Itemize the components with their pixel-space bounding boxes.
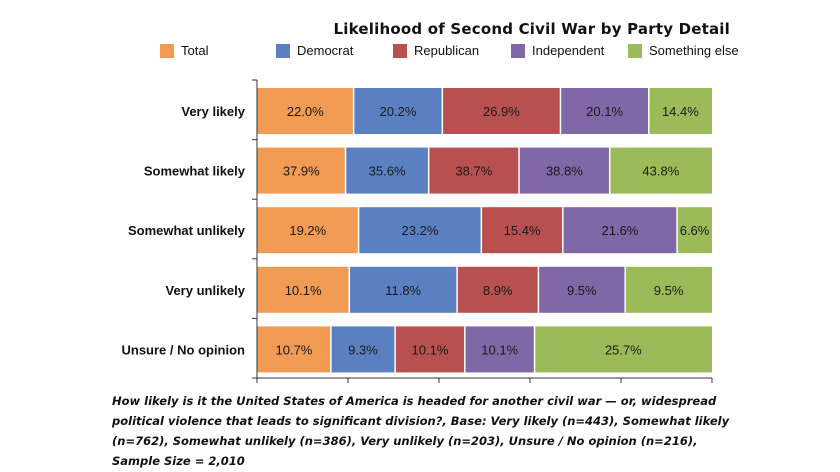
data-label-very-unlikely-something-else: 9.5% bbox=[654, 283, 684, 298]
category-label-somewhat-likely: Somewhat likely bbox=[144, 164, 246, 179]
data-label-very-unlikely-democrat: 11.8% bbox=[385, 283, 421, 298]
bar-unsure-no-opinion-democrat[interactable] bbox=[330, 326, 396, 373]
data-label-somewhat-likely-democrat: 35.6% bbox=[369, 164, 406, 179]
bar-somewhat-unlikely-independent[interactable] bbox=[562, 207, 678, 254]
legend-label-independent: Independent bbox=[532, 43, 605, 58]
data-label-unsure-no-opinion-democrat: 9.3% bbox=[348, 342, 378, 357]
data-label-very-likely-republican: 26.9% bbox=[483, 104, 520, 119]
footnote: How likely is it the United States of Am… bbox=[112, 394, 730, 468]
category-label-unsure-no-opinion: Unsure / No opinion bbox=[122, 342, 246, 357]
data-label-unsure-no-opinion-independent: 10.1% bbox=[481, 342, 518, 357]
category-label-very-unlikely: Very unlikely bbox=[166, 283, 246, 298]
data-label-very-likely-total: 22.0% bbox=[287, 104, 324, 119]
data-label-unsure-no-opinion-something-else: 25.7% bbox=[605, 342, 642, 357]
legend-label-something-else: Something else bbox=[649, 43, 739, 58]
bar-somewhat-likely-something-else[interactable] bbox=[609, 147, 712, 194]
data-label-very-unlikely-independent: 9.5% bbox=[567, 283, 597, 298]
data-label-somewhat-unlikely-democrat: 23.2% bbox=[402, 223, 439, 238]
legend-label-democrat: Democrat bbox=[297, 43, 354, 58]
bar-very-likely-total[interactable] bbox=[257, 88, 354, 134]
data-label-unsure-no-opinion-republican: 10.1% bbox=[412, 342, 449, 357]
category-label-somewhat-unlikely: Somewhat unlikely bbox=[128, 223, 246, 238]
bar-very-unlikely-democrat[interactable] bbox=[349, 266, 458, 313]
bar-somewhat-unlikely-total[interactable] bbox=[257, 207, 359, 254]
data-label-very-unlikely-total: 10.1% bbox=[285, 283, 322, 298]
legend: Total Democrat Republican Independent So… bbox=[0, 41, 840, 61]
bar-somewhat-likely-democrat[interactable] bbox=[345, 147, 429, 194]
data-label-unsure-no-opinion-total: 10.7% bbox=[276, 342, 313, 357]
legend-item-democrat[interactable]: Democrat bbox=[276, 43, 353, 58]
bar-somewhat-likely-republican[interactable] bbox=[428, 147, 520, 194]
legend-label-total: Total bbox=[181, 43, 209, 58]
bar-very-likely-independent[interactable] bbox=[560, 88, 649, 134]
legend-swatch-republican bbox=[393, 43, 407, 58]
bar-somewhat-likely-independent[interactable] bbox=[519, 147, 610, 194]
data-label-somewhat-likely-independent: 38.8% bbox=[546, 164, 583, 179]
bar-somewhat-unlikely-something-else[interactable] bbox=[677, 207, 712, 254]
bar-unsure-no-opinion-independent[interactable] bbox=[464, 326, 535, 373]
data-label-somewhat-unlikely-republican: 15.4% bbox=[504, 223, 541, 238]
legend-item-republican[interactable]: Republican bbox=[393, 43, 479, 58]
data-label-very-likely-independent: 20.1% bbox=[586, 104, 623, 119]
bar-very-unlikely-independent[interactable] bbox=[538, 266, 626, 313]
bar-very-unlikely-total[interactable] bbox=[257, 266, 350, 313]
data-label-somewhat-likely-total: 37.9% bbox=[283, 164, 320, 179]
legend-item-something-else[interactable]: Something else bbox=[628, 43, 739, 58]
bar-very-likely-democrat[interactable] bbox=[353, 88, 443, 134]
legend-item-independent[interactable]: Independent bbox=[511, 43, 604, 58]
data-label-somewhat-likely-republican: 38.7% bbox=[455, 164, 492, 179]
data-label-somewhat-unlikely-total: 19.2% bbox=[289, 223, 326, 238]
legend-swatch-independent bbox=[511, 43, 525, 58]
data-label-somewhat-likely-something-else: 43.8% bbox=[642, 164, 679, 179]
bar-unsure-no-opinion-something-else[interactable] bbox=[534, 326, 712, 373]
legend-label-republican: Republican bbox=[414, 43, 480, 58]
bar-very-unlikely-republican[interactable] bbox=[457, 266, 539, 313]
bar-somewhat-unlikely-republican[interactable] bbox=[481, 207, 563, 254]
chart-title: Likelihood of Second Civil War by Party … bbox=[333, 20, 730, 38]
legend-item-total[interactable]: Total bbox=[160, 43, 208, 58]
data-label-somewhat-unlikely-independent: 21.6% bbox=[602, 223, 639, 238]
bar-very-likely-something-else[interactable] bbox=[648, 88, 712, 134]
data-label-somewhat-unlikely-something-else: 6.6% bbox=[680, 223, 710, 238]
plot-area: Very likely 22.0% 20.2% 26.9% 20.1% 14.4% Some… bbox=[122, 79, 713, 383]
bar-very-unlikely-something-else[interactable] bbox=[625, 266, 712, 313]
data-label-very-likely-something-else: 14.4% bbox=[662, 104, 699, 119]
category-label-very-likely: Very likely bbox=[181, 104, 245, 119]
legend-swatch-something-else bbox=[628, 43, 642, 58]
data-label-very-unlikely-republican: 8.9% bbox=[483, 283, 513, 298]
legend-swatch-democrat bbox=[276, 43, 290, 58]
legend-swatch-total bbox=[160, 43, 174, 58]
bar-very-likely-republican[interactable] bbox=[442, 88, 561, 134]
bar-somewhat-unlikely-democrat[interactable] bbox=[358, 207, 482, 254]
bar-unsure-no-opinion-republican[interactable] bbox=[395, 326, 465, 373]
bar-somewhat-likely-total[interactable] bbox=[257, 147, 346, 194]
bar-unsure-no-opinion-total[interactable] bbox=[257, 326, 331, 373]
data-label-very-likely-democrat: 20.2% bbox=[380, 104, 417, 119]
